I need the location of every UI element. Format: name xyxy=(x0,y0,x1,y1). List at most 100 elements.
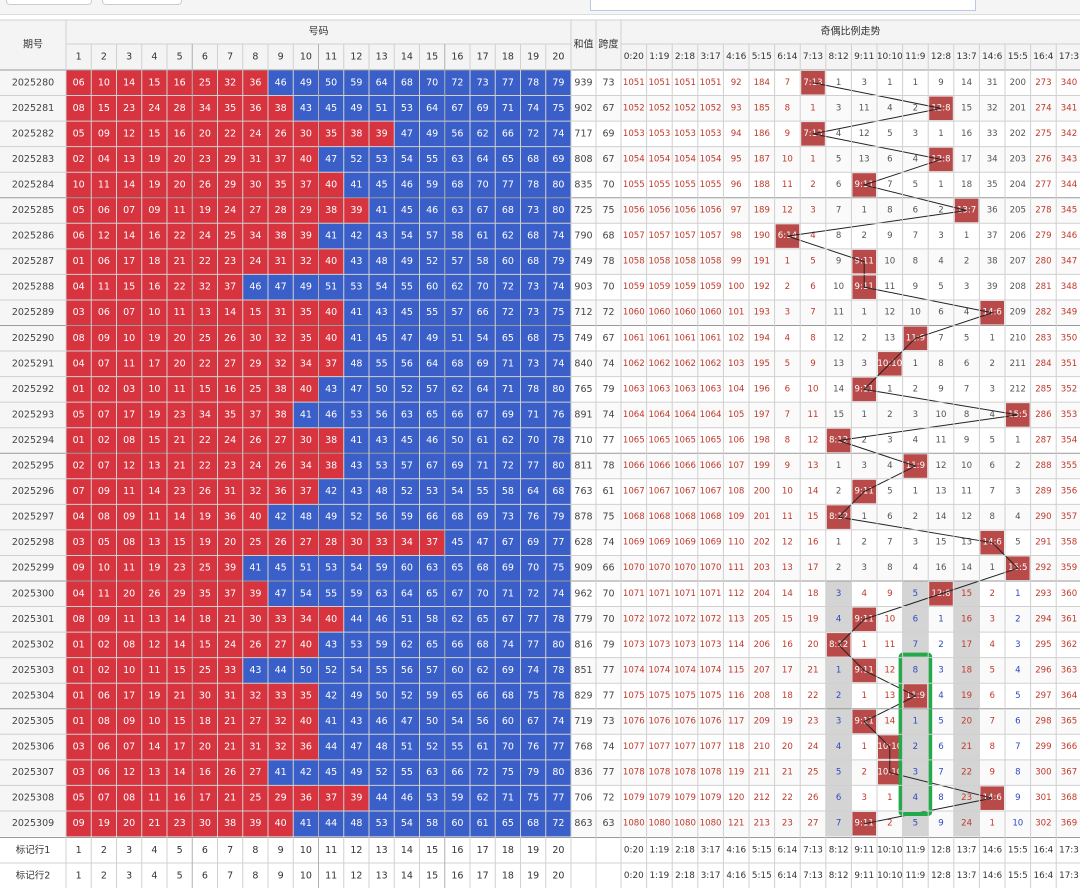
drawn-number: 39 xyxy=(249,588,261,599)
ratio-miss-count: 4 xyxy=(836,129,841,139)
drawn-number: 54 xyxy=(451,716,463,727)
footer-ratio: 16:4 xyxy=(1034,871,1054,881)
number-ball-cell xyxy=(66,504,92,530)
number-ball-cell xyxy=(545,708,571,735)
ratio-miss-count: 2 xyxy=(913,103,918,113)
number-ball-cell xyxy=(419,197,445,224)
drawn-number: 57 xyxy=(426,231,438,242)
number-ball-cell xyxy=(141,427,167,454)
drawn-number: 59 xyxy=(350,77,362,88)
drawn-number: 55 xyxy=(426,307,438,318)
drawn-number: 65 xyxy=(451,690,463,701)
drawn-number: 52 xyxy=(401,486,413,497)
sum-value: 939 xyxy=(574,77,592,88)
issue-cell xyxy=(0,657,66,684)
drawn-number: 19 xyxy=(199,512,211,523)
ratio-miss-count: 4 xyxy=(1015,665,1020,675)
number-ball-cell xyxy=(91,325,117,352)
ratio-miss-count: 3 xyxy=(785,308,790,318)
number-ball-cell xyxy=(419,325,445,352)
ratio-miss-count: 120 xyxy=(728,793,744,803)
number-ball-cell xyxy=(318,555,344,581)
number-ball-cell xyxy=(495,351,521,377)
number-ball-cell xyxy=(369,759,395,786)
drawn-number: 74 xyxy=(527,665,539,676)
drawn-number: 66 xyxy=(451,767,463,778)
drawn-number: 80 xyxy=(552,639,564,650)
ratio-miss-count: 1077 xyxy=(700,742,722,752)
number-ball-cell xyxy=(394,172,420,198)
number-ball-cell xyxy=(242,325,268,352)
ratio-miss-count: 8 xyxy=(913,665,918,675)
ratio-miss-count: 290 xyxy=(1035,512,1051,522)
number-ball-cell xyxy=(369,504,395,530)
drawn-number: 41 xyxy=(275,767,287,778)
drawn-number: 47 xyxy=(350,742,362,753)
number-ball-cell xyxy=(141,299,167,326)
ratio-miss-count: 1051 xyxy=(623,78,645,88)
ratio-miss-count: 9 xyxy=(887,231,892,241)
ratio-miss-count: 17 xyxy=(782,665,793,675)
number-ball-cell xyxy=(141,402,167,428)
footer-ratio: 3:17 xyxy=(701,845,721,855)
number-ball-cell xyxy=(116,734,142,760)
drawn-number: 68 xyxy=(527,333,539,344)
span-value: 77 xyxy=(602,435,614,446)
drawn-number: 34 xyxy=(199,103,211,114)
ratio-miss-count: 1 xyxy=(1015,589,1020,599)
ratio-miss-count: 283 xyxy=(1035,333,1051,343)
drawn-number: 63 xyxy=(451,154,463,165)
number-ball-cell xyxy=(419,734,445,760)
drawn-number: 63 xyxy=(426,563,438,574)
drawn-number: 09 xyxy=(98,128,110,139)
ratio-gray-cell xyxy=(825,708,852,735)
number-ball-cell xyxy=(419,453,445,479)
drawn-number: 37 xyxy=(224,282,236,293)
ratio-miss-count: 114 xyxy=(728,640,744,650)
drawn-number: 43 xyxy=(300,103,312,114)
span-value: 72 xyxy=(602,307,614,318)
issue-cell xyxy=(0,606,66,633)
footer-number: 9 xyxy=(278,845,284,856)
number-ball-cell xyxy=(141,351,167,377)
ratio-miss-count: 211 xyxy=(1010,359,1026,369)
ratio-miss-count: 1069 xyxy=(674,538,696,548)
ratio-miss-count: 1057 xyxy=(700,231,722,241)
drawn-number: 18 xyxy=(199,614,211,625)
toolbar-frame xyxy=(590,0,976,11)
ratio-miss-count: 286 xyxy=(1035,410,1051,420)
ratio-miss-count: 3 xyxy=(836,103,841,113)
number-ball-cell xyxy=(369,351,395,377)
number-ball-cell xyxy=(343,581,369,607)
number-ball-cell xyxy=(91,70,117,96)
drawn-number: 74 xyxy=(502,639,514,650)
number-ball-cell xyxy=(520,478,546,505)
toolbar-tab[interactable] xyxy=(102,0,182,5)
ratio-miss-count: 294 xyxy=(1035,614,1051,624)
drawn-number: 43 xyxy=(350,716,362,727)
ratio-miss-count: 301 xyxy=(1035,793,1051,803)
footer-number: 7 xyxy=(227,845,233,856)
number-ball-cell xyxy=(495,223,521,249)
number-ball-cell xyxy=(66,555,92,581)
number-ball-cell xyxy=(369,197,395,224)
number-ball-cell xyxy=(545,197,571,224)
ratio-miss-count: 4 xyxy=(887,461,892,471)
number-column-header: 8 xyxy=(252,52,258,63)
ratio-miss-count: 1053 xyxy=(700,129,722,139)
drawn-number: 65 xyxy=(426,639,438,650)
ratio-miss-count: 2 xyxy=(887,410,892,420)
ratio-miss-count: 1 xyxy=(810,154,815,164)
toolbar-tab[interactable] xyxy=(6,0,92,5)
drawn-number: 66 xyxy=(451,409,463,420)
ratio-miss-count: 2 xyxy=(861,435,866,445)
number-ball-cell xyxy=(192,70,218,96)
ratio-miss-count: 1078 xyxy=(648,768,670,778)
number-ball-cell xyxy=(116,478,142,505)
ratio-miss-count: 2 xyxy=(861,768,866,778)
ratio-miss-count: 13 xyxy=(782,563,793,573)
number-ball-cell xyxy=(293,555,319,581)
drawn-number: 10 xyxy=(98,77,110,88)
number-ball-cell xyxy=(495,172,521,198)
drawn-number: 51 xyxy=(401,742,413,753)
